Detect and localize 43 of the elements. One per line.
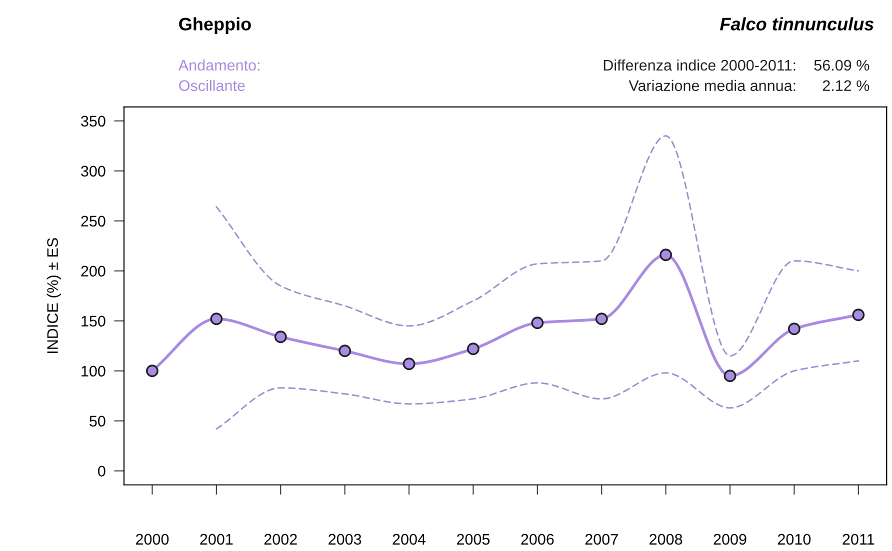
point bbox=[852, 308, 865, 322]
y-tick-label: 250 bbox=[81, 216, 106, 227]
x-tick-label: 2006 bbox=[521, 534, 554, 545]
x-tick-label: 2000 bbox=[136, 534, 169, 545]
y-tick-label: 200 bbox=[81, 266, 106, 277]
x-tick-label: 2001 bbox=[200, 534, 233, 545]
point bbox=[788, 322, 800, 336]
line-series bbox=[216, 135, 860, 357]
x-tick-label: 2004 bbox=[392, 534, 426, 545]
x-tick-label: 2011 bbox=[842, 534, 874, 545]
point bbox=[402, 358, 416, 370]
point bbox=[338, 344, 352, 358]
text: 56.09 % bbox=[814, 60, 870, 71]
x-tick-label: 2009 bbox=[714, 534, 746, 545]
text: Variazione media annua: bbox=[628, 80, 796, 92]
x-tick-label: 2008 bbox=[650, 534, 682, 545]
point bbox=[210, 312, 223, 326]
x-tick-label: 2002 bbox=[264, 534, 297, 545]
text: Differenza indice 2000-2011: bbox=[604, 59, 796, 71]
x-tick-label: 2007 bbox=[585, 534, 618, 545]
point bbox=[531, 316, 544, 330]
point bbox=[146, 364, 158, 378]
y-tick-label: 350 bbox=[81, 116, 106, 127]
point bbox=[274, 330, 287, 344]
y-tick-label: 50 bbox=[90, 416, 106, 427]
point bbox=[467, 342, 480, 356]
text: Oscillante bbox=[179, 80, 245, 92]
y-tick-label: 0 bbox=[98, 466, 106, 477]
x-tick-label: 2003 bbox=[328, 534, 362, 545]
text: Andamento: bbox=[178, 59, 260, 71]
y-tick-label: 300 bbox=[81, 166, 106, 177]
x-tick-label: 2010 bbox=[778, 534, 811, 545]
x-tick-label: 2005 bbox=[456, 534, 490, 545]
text: 2.12 % bbox=[822, 80, 870, 92]
line-series bbox=[216, 360, 860, 430]
y-tick-label: 100 bbox=[82, 366, 106, 377]
chart-title: Gheppio bbox=[179, 17, 251, 34]
y-tick-label: 150 bbox=[82, 316, 106, 327]
point bbox=[660, 248, 672, 262]
point bbox=[724, 370, 736, 382]
chart-subtitle: Falco tinnunculus bbox=[720, 17, 874, 30]
point bbox=[595, 312, 608, 326]
y-axis-title: INDICE (%) ± ES bbox=[46, 238, 61, 353]
